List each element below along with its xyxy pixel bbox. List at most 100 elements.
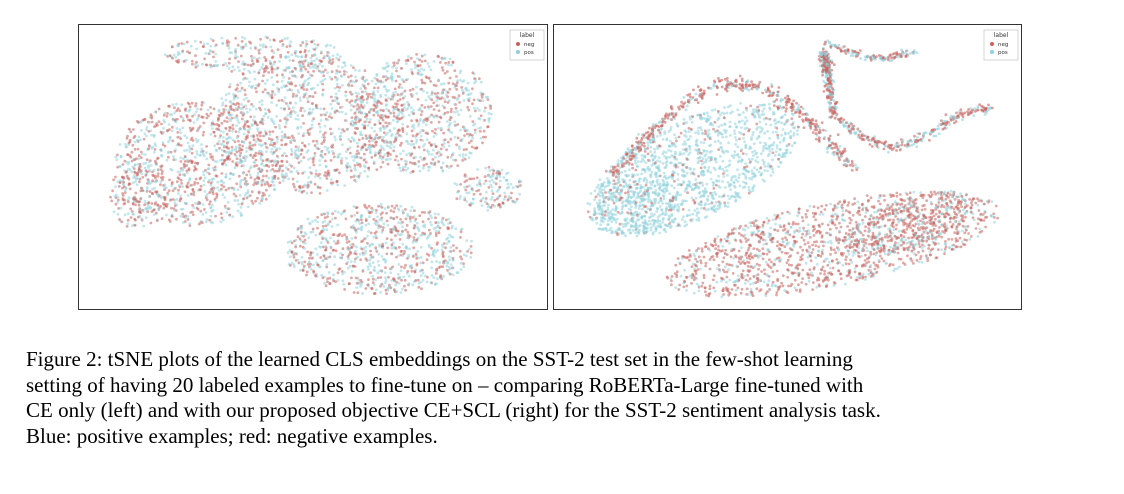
neg-point <box>163 203 166 207</box>
pos-point <box>645 181 648 185</box>
neg-point <box>131 202 135 205</box>
neg-point <box>323 131 327 135</box>
neg-point <box>624 191 627 195</box>
neg-point <box>187 102 191 106</box>
pos-point <box>236 199 240 202</box>
neg-point <box>252 138 256 142</box>
neg-point <box>200 101 204 104</box>
neg-point <box>450 107 453 111</box>
neg-point <box>439 147 443 151</box>
pos-point <box>305 191 309 195</box>
pos-point <box>179 170 182 173</box>
pos-point <box>380 255 384 258</box>
neg-point <box>894 241 897 245</box>
pos-point <box>771 158 774 162</box>
neg-point <box>291 70 294 73</box>
neg-point <box>464 188 468 192</box>
pos-point <box>732 180 736 184</box>
pos-point <box>395 290 399 293</box>
pos-point <box>311 220 314 223</box>
neg-point <box>767 219 771 223</box>
neg-point <box>220 172 224 175</box>
neg-point <box>313 182 317 186</box>
pos-point <box>758 141 762 144</box>
neg-point <box>228 85 232 89</box>
pos-point <box>402 275 406 279</box>
pos-point <box>141 209 145 213</box>
pos-point <box>285 119 288 123</box>
pos-point <box>829 239 832 243</box>
neg-point <box>417 285 421 289</box>
pos-point <box>203 190 207 193</box>
pos-point <box>762 107 766 111</box>
pos-point <box>202 170 205 174</box>
pos-point <box>368 262 371 266</box>
neg-point <box>425 119 429 123</box>
neg-point <box>846 204 850 207</box>
pos-point <box>387 96 390 100</box>
pos-point <box>254 107 258 111</box>
neg-point <box>394 79 398 83</box>
neg-point <box>363 143 367 146</box>
neg-point <box>343 288 346 291</box>
pos-point <box>217 140 221 143</box>
neg-point <box>305 270 309 274</box>
pos-point <box>407 152 411 155</box>
neg-point <box>334 249 338 253</box>
pos-point <box>237 202 241 206</box>
neg-point <box>298 184 302 188</box>
pos-point <box>314 233 318 237</box>
neg-point <box>428 141 431 145</box>
neg-point <box>349 175 353 179</box>
pos-point <box>240 103 244 106</box>
pos-point <box>181 166 185 170</box>
pos-point <box>374 151 377 155</box>
neg-point <box>303 48 307 52</box>
pos-point <box>123 213 127 217</box>
pos-point <box>423 142 427 146</box>
neg-point <box>267 71 270 74</box>
neg-point <box>594 195 598 199</box>
pos-point <box>398 110 402 114</box>
pos-point <box>380 231 384 234</box>
neg-point <box>316 174 320 178</box>
pos-point <box>373 76 377 80</box>
neg-point <box>306 183 310 187</box>
neg-point <box>485 202 489 206</box>
neg-point <box>222 140 226 143</box>
neg-point <box>186 181 190 185</box>
pos-point <box>745 119 749 122</box>
neg-point <box>109 195 112 199</box>
neg-point <box>389 228 392 231</box>
pos-point <box>282 68 286 72</box>
pos-point <box>463 196 467 200</box>
pos-point <box>353 213 356 217</box>
pos-point <box>319 80 323 84</box>
pos-point <box>420 233 424 237</box>
pos-point <box>296 55 300 59</box>
pos-point <box>280 86 284 89</box>
neg-point <box>385 211 388 215</box>
neg-point <box>395 215 399 219</box>
neg-point <box>354 115 358 119</box>
pos-point <box>324 244 327 248</box>
pos-point <box>496 169 499 173</box>
neg-point <box>244 179 248 183</box>
pos-point <box>162 119 166 122</box>
pos-point <box>135 183 139 187</box>
neg-point <box>372 113 376 117</box>
pos-point <box>478 109 481 112</box>
pos-point <box>273 93 277 96</box>
pos-point <box>949 189 953 193</box>
neg-point <box>166 112 169 115</box>
pos-point <box>436 277 439 281</box>
pos-point <box>291 138 294 142</box>
neg-point <box>882 194 886 198</box>
pos-point <box>363 169 367 173</box>
pos-point <box>769 174 773 177</box>
pos-point <box>193 113 197 116</box>
pos-point <box>194 137 198 141</box>
pos-point <box>447 222 450 225</box>
pos-point <box>486 95 490 99</box>
neg-point <box>976 197 979 201</box>
